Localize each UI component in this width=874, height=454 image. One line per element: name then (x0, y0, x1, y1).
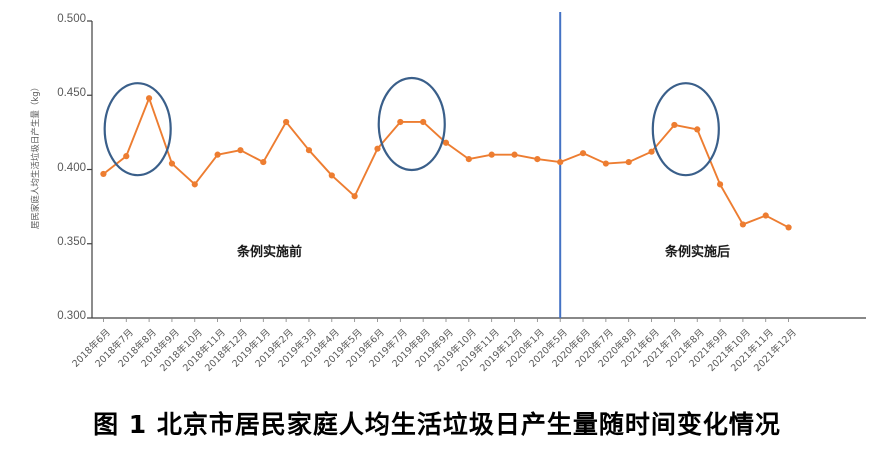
data-point-marker (145, 95, 153, 102)
annotation-before-regulation: 条例实施前 (237, 245, 303, 260)
data-point-marker (762, 212, 769, 219)
data-point-marker (397, 118, 404, 126)
data-point-marker (716, 181, 724, 188)
y-tick-label: 0.500 (57, 13, 86, 25)
data-point-marker (579, 150, 587, 157)
data-point-marker (168, 160, 176, 167)
y-tick-label: 0.400 (57, 161, 86, 174)
data-point-marker (557, 158, 564, 166)
data-point-marker (625, 158, 632, 166)
y-tick-label: 0.450 (57, 87, 86, 100)
data-point-marker (694, 126, 701, 133)
data-point-marker (511, 151, 518, 158)
data-point-marker (465, 156, 472, 163)
data-point-marker (100, 170, 107, 178)
line-chart-svg (87, 12, 866, 322)
y-tick-label: 0.300 (57, 310, 86, 322)
data-point-marker (442, 139, 450, 146)
data-point-marker (648, 148, 655, 155)
data-point-marker (351, 193, 358, 200)
data-point-marker (488, 151, 495, 158)
figure-caption: 图 1 北京市居民家庭人均生活垃圾日产生量随时间变化情况 (93, 410, 781, 439)
highlight-2018-peak (103, 82, 172, 177)
data-point-marker (123, 153, 130, 160)
data-point-marker (214, 151, 221, 158)
data-point-marker (785, 224, 792, 231)
data-point-marker (602, 160, 609, 167)
annotation-after-regulation: 条例实施后 (665, 245, 731, 260)
data-point-marker (739, 221, 747, 228)
y-tick-label: 0.350 (57, 235, 86, 248)
data-point-marker (374, 145, 381, 152)
data-point-marker (305, 147, 313, 154)
highlight-2019-peak (377, 76, 446, 172)
series-line (102, 97, 790, 229)
data-point-marker (283, 118, 290, 126)
data-point-marker (420, 118, 427, 126)
highlight-2021-peak (651, 82, 720, 177)
data-point-marker (237, 147, 244, 154)
data-point-marker (671, 121, 678, 129)
data-point-marker (191, 181, 198, 188)
chart-area: 居民家庭人均生活垃圾日产生量（kg） 0.500 0.450 0.400 0.350 0… (31, 12, 866, 374)
data-point-marker (260, 158, 267, 166)
data-point-marker (328, 172, 335, 179)
data-point-marker (534, 156, 541, 163)
